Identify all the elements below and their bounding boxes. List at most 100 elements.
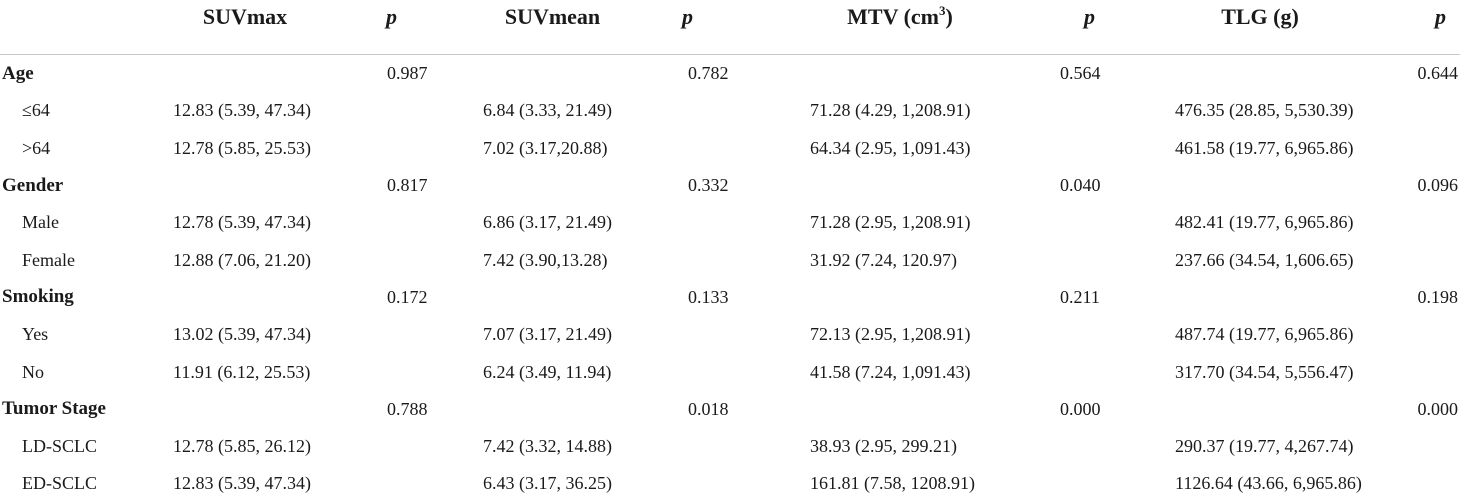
cell-mtv: 31.92 (7.24, 120.97)	[810, 249, 957, 270]
header-mtv-prefix: MTV (cm	[847, 4, 940, 29]
row-label: Tumor Stage	[2, 398, 106, 420]
cell-p-tlg	[1390, 241, 1460, 278]
cell-suvmax: 13.02 (5.39, 47.34)	[173, 324, 311, 345]
cell-p-tlg: 0.096	[1417, 175, 1459, 196]
cell-p-tlg: 0.000	[1417, 398, 1459, 419]
cell-p-tlg	[1390, 465, 1460, 502]
cell-p-suvmax	[335, 204, 445, 241]
table-row: Yes 13.02 (5.39, 47.34) 7.07 (3.17, 21.49)…	[0, 316, 1460, 353]
cell-suvmean	[445, 279, 660, 316]
header-p-tlg: p	[1390, 0, 1460, 55]
table-row: No 11.91 (6.12, 25.53) 6.24 (3.49, 11.94) 4…	[0, 353, 1460, 390]
cell-suvmax	[155, 55, 335, 93]
cell-mtv: 71.28 (4.29, 1,208.91)	[810, 100, 971, 121]
cell-mtv: 72.13 (2.95, 1,208.91)	[810, 324, 971, 345]
header-p-mtv: p	[1025, 0, 1130, 55]
cell-mtv	[775, 55, 1025, 93]
cell-mtv: 161.81 (7.58, 1208.91)	[810, 473, 975, 494]
cell-p-tlg	[1390, 92, 1460, 129]
cell-mtv: 41.58 (7.24, 1,091.43)	[810, 361, 971, 382]
row-label: Male	[22, 212, 59, 233]
table-row: >64 12.78 (5.85, 25.53) 7.02 (3.17,20.88) 6…	[0, 130, 1460, 167]
cell-p-mtv: 0.040	[1060, 175, 1101, 196]
cell-p-mtv	[1025, 428, 1130, 465]
header-mtv-suffix: )	[945, 4, 953, 29]
cell-p-tlg	[1390, 204, 1460, 241]
row-label: Smoking	[2, 286, 74, 308]
cell-p-suvmax	[335, 316, 445, 353]
cell-suvmean: 7.07 (3.17, 21.49)	[483, 324, 612, 345]
cell-p-suvmax	[335, 241, 445, 278]
cell-tlg: 317.70 (34.54, 5,556.47)	[1175, 361, 1354, 382]
cell-suvmax: 11.91 (6.12, 25.53)	[173, 361, 311, 382]
cell-suvmean: 6.24 (3.49, 11.94)	[483, 361, 612, 382]
cell-p-suvmean: 0.018	[688, 398, 729, 419]
cell-p-suvmean	[660, 92, 775, 129]
cell-p-mtv	[1025, 241, 1130, 278]
cell-p-suvmax: 0.172	[387, 286, 428, 307]
cell-p-suvmean	[660, 241, 775, 278]
cell-p-mtv	[1025, 316, 1130, 353]
table-row: Female 12.88 (7.06, 21.20) 7.42 (3.90,13.2…	[0, 241, 1460, 278]
cell-tlg	[1130, 391, 1390, 428]
cell-p-suvmax: 0.987	[387, 63, 428, 84]
cell-tlg: 290.37 (19.77, 4,267.74)	[1175, 436, 1354, 457]
cell-p-suvmean	[660, 130, 775, 167]
row-label: ED-SCLC	[22, 473, 98, 494]
header-p-suvmax: p	[335, 0, 445, 55]
table-body: Age 0.987 0.782 0.564 0.644 ≤64 12.83 (5.39, 4…	[0, 55, 1460, 503]
cell-p-suvmean: 0.782	[688, 63, 729, 84]
row-label: No	[22, 361, 44, 382]
cell-p-mtv: 0.211	[1060, 286, 1100, 307]
table-group-row: Gender 0.817 0.332 0.040 0.096	[0, 167, 1460, 204]
header-p-suvmax-label: p	[386, 4, 397, 29]
cell-suvmean: 7.42 (3.32, 14.88)	[483, 436, 612, 457]
row-label: ≤64	[22, 100, 50, 121]
cell-p-suvmean	[660, 204, 775, 241]
header-mtv-sup: 3	[939, 3, 946, 18]
cell-p-suvmean	[660, 316, 775, 353]
cell-suvmean: 7.02 (3.17,20.88)	[483, 137, 608, 158]
table-group-row: Smoking 0.172 0.133 0.211 0.198	[0, 279, 1460, 316]
cell-p-mtv	[1025, 465, 1130, 502]
row-label: Yes	[22, 324, 49, 345]
cell-suvmax: 12.83 (5.39, 47.34)	[173, 100, 311, 121]
table-group-row: Age 0.987 0.782 0.564 0.644	[0, 55, 1460, 93]
cell-p-suvmax	[335, 92, 445, 129]
cell-suvmax	[155, 167, 335, 204]
cell-mtv	[775, 279, 1025, 316]
cell-suvmean: 7.42 (3.90,13.28)	[483, 249, 608, 270]
cell-tlg: 461.58 (19.77, 6,965.86)	[1175, 137, 1354, 158]
cell-suvmax	[155, 279, 335, 316]
table-header: SUVmax p SUVmean p MTV (cm3) p TLG (g) p	[0, 0, 1460, 55]
cell-tlg: 237.66 (34.54, 1,606.65)	[1175, 249, 1354, 270]
cell-suvmean: 6.43 (3.17, 36.25)	[483, 473, 612, 494]
cell-mtv: 38.93 (2.95, 299.21)	[810, 436, 957, 457]
cell-suvmax	[155, 391, 335, 428]
row-label: Age	[2, 62, 34, 84]
cell-suvmax: 12.78 (5.85, 26.12)	[173, 436, 311, 457]
header-p-tlg-label: p	[1435, 4, 1446, 29]
cell-p-tlg: 0.198	[1417, 286, 1459, 307]
cell-mtv: 64.34 (2.95, 1,091.43)	[810, 137, 971, 158]
cell-p-suvmax: 0.817	[387, 175, 428, 196]
cell-suvmax: 12.88 (7.06, 21.20)	[173, 249, 311, 270]
cell-p-mtv	[1025, 130, 1130, 167]
cell-mtv	[775, 167, 1025, 204]
cell-suvmax: 12.78 (5.85, 25.53)	[173, 137, 311, 158]
header-blank	[0, 0, 155, 55]
header-mtv: MTV (cm3)	[775, 0, 1025, 55]
cell-p-suvmax: 0.788	[387, 398, 428, 419]
header-suvmax: SUVmax	[155, 0, 335, 55]
cell-p-mtv	[1025, 204, 1130, 241]
cell-suvmean	[445, 55, 660, 93]
cell-suvmean	[445, 167, 660, 204]
header-p-suvmean-label: p	[682, 4, 693, 29]
header-suvmean: SUVmean	[445, 0, 660, 55]
cell-mtv	[775, 391, 1025, 428]
row-label: Gender	[2, 174, 64, 196]
cell-p-suvmean	[660, 428, 775, 465]
cell-tlg: 482.41 (19.77, 6,965.86)	[1175, 212, 1354, 233]
header-p-mtv-label: p	[1084, 4, 1095, 29]
cell-p-suvmax	[335, 130, 445, 167]
